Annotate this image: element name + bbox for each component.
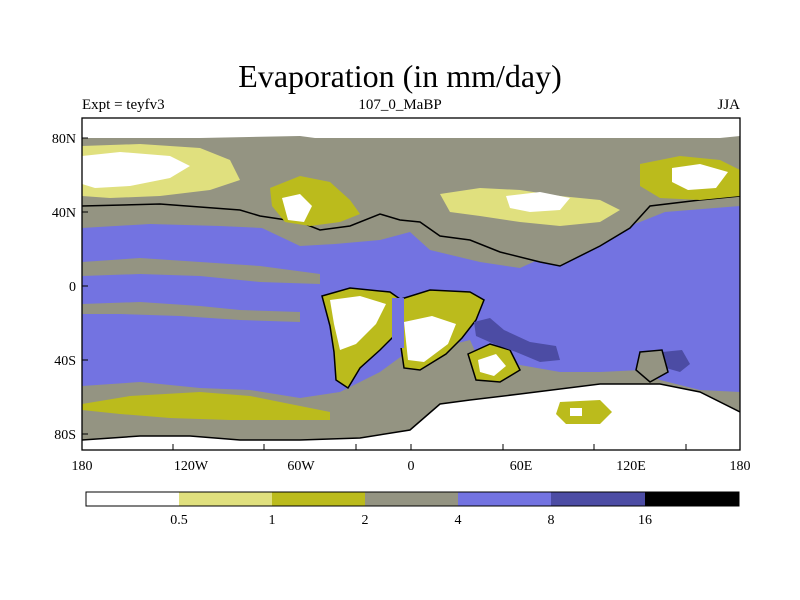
lat-tick-label: 40S bbox=[54, 354, 76, 369]
southern-ocean-yellow bbox=[82, 392, 330, 420]
colorbar-frame bbox=[85, 491, 740, 507]
lon-tick-label: 180 bbox=[72, 459, 93, 474]
north-america-white bbox=[82, 152, 190, 188]
colorbar-swatch bbox=[551, 492, 645, 506]
western-na-white bbox=[282, 194, 312, 222]
northern-grey-strip bbox=[82, 258, 320, 284]
season-label: JJA bbox=[717, 97, 740, 113]
high-evap-patch-2 bbox=[662, 350, 690, 372]
colorbar-swatch bbox=[179, 492, 272, 506]
colorbar-swatch bbox=[458, 492, 551, 506]
high-evap-patch-1 bbox=[474, 318, 560, 362]
lon-tick-label: 120W bbox=[174, 459, 209, 474]
lat-tick-label: 80S bbox=[54, 428, 76, 443]
arctic-white bbox=[82, 118, 740, 138]
antarctica-coast bbox=[82, 383, 740, 441]
australia-coast bbox=[635, 349, 669, 383]
period-label: 107_0_MaBP bbox=[358, 97, 442, 113]
axis-ticks bbox=[81, 137, 741, 450]
northern-landmass bbox=[82, 136, 740, 266]
lon-tick-label: 180 bbox=[730, 459, 751, 474]
lon-tick-label: 0 bbox=[408, 459, 415, 474]
australia-block bbox=[636, 350, 668, 382]
seaway bbox=[392, 298, 404, 348]
eurasia-white bbox=[506, 192, 570, 212]
lat-tick-label: 40N bbox=[52, 206, 76, 221]
colorbar-label: 1 bbox=[269, 513, 276, 528]
antarctica bbox=[82, 384, 740, 450]
map-field bbox=[82, 118, 740, 450]
map-title: Evaporation (in mm/day) bbox=[238, 58, 562, 94]
colorbar-label: 16 bbox=[638, 513, 652, 528]
island-patch bbox=[556, 400, 612, 424]
south-america-coast bbox=[321, 287, 411, 390]
east-asia-white bbox=[672, 164, 728, 190]
colorbar-swatch bbox=[645, 492, 739, 506]
colorbar-label: 2 bbox=[362, 513, 369, 528]
colorbar: 0.5 1 2 4 8 16 bbox=[85, 491, 740, 528]
india-white bbox=[478, 354, 506, 376]
experiment-label: Expt = teyfv3 bbox=[82, 97, 165, 113]
colorbar-swatch bbox=[272, 492, 365, 506]
colorbar-label: 0.5 bbox=[170, 513, 188, 528]
south-america-white bbox=[330, 296, 386, 350]
colorbar-swatch bbox=[365, 492, 458, 506]
lon-tick-label: 60E bbox=[510, 459, 533, 474]
india-coast bbox=[467, 343, 521, 383]
northern-coast bbox=[82, 195, 740, 267]
lon-tick-label: 60W bbox=[287, 459, 315, 474]
lat-tick-label: 80N bbox=[52, 132, 76, 147]
colorbar-label: 8 bbox=[548, 513, 555, 528]
island-white bbox=[570, 408, 582, 416]
lon-tick-label: 120E bbox=[616, 459, 646, 474]
south-grey-strip bbox=[82, 302, 300, 322]
lat-tick-label: 0 bbox=[69, 280, 76, 295]
africa-white bbox=[404, 316, 456, 362]
colorbar-label: 4 bbox=[455, 513, 462, 528]
colorbar-swatch bbox=[86, 492, 179, 506]
africa-coast bbox=[397, 289, 485, 371]
